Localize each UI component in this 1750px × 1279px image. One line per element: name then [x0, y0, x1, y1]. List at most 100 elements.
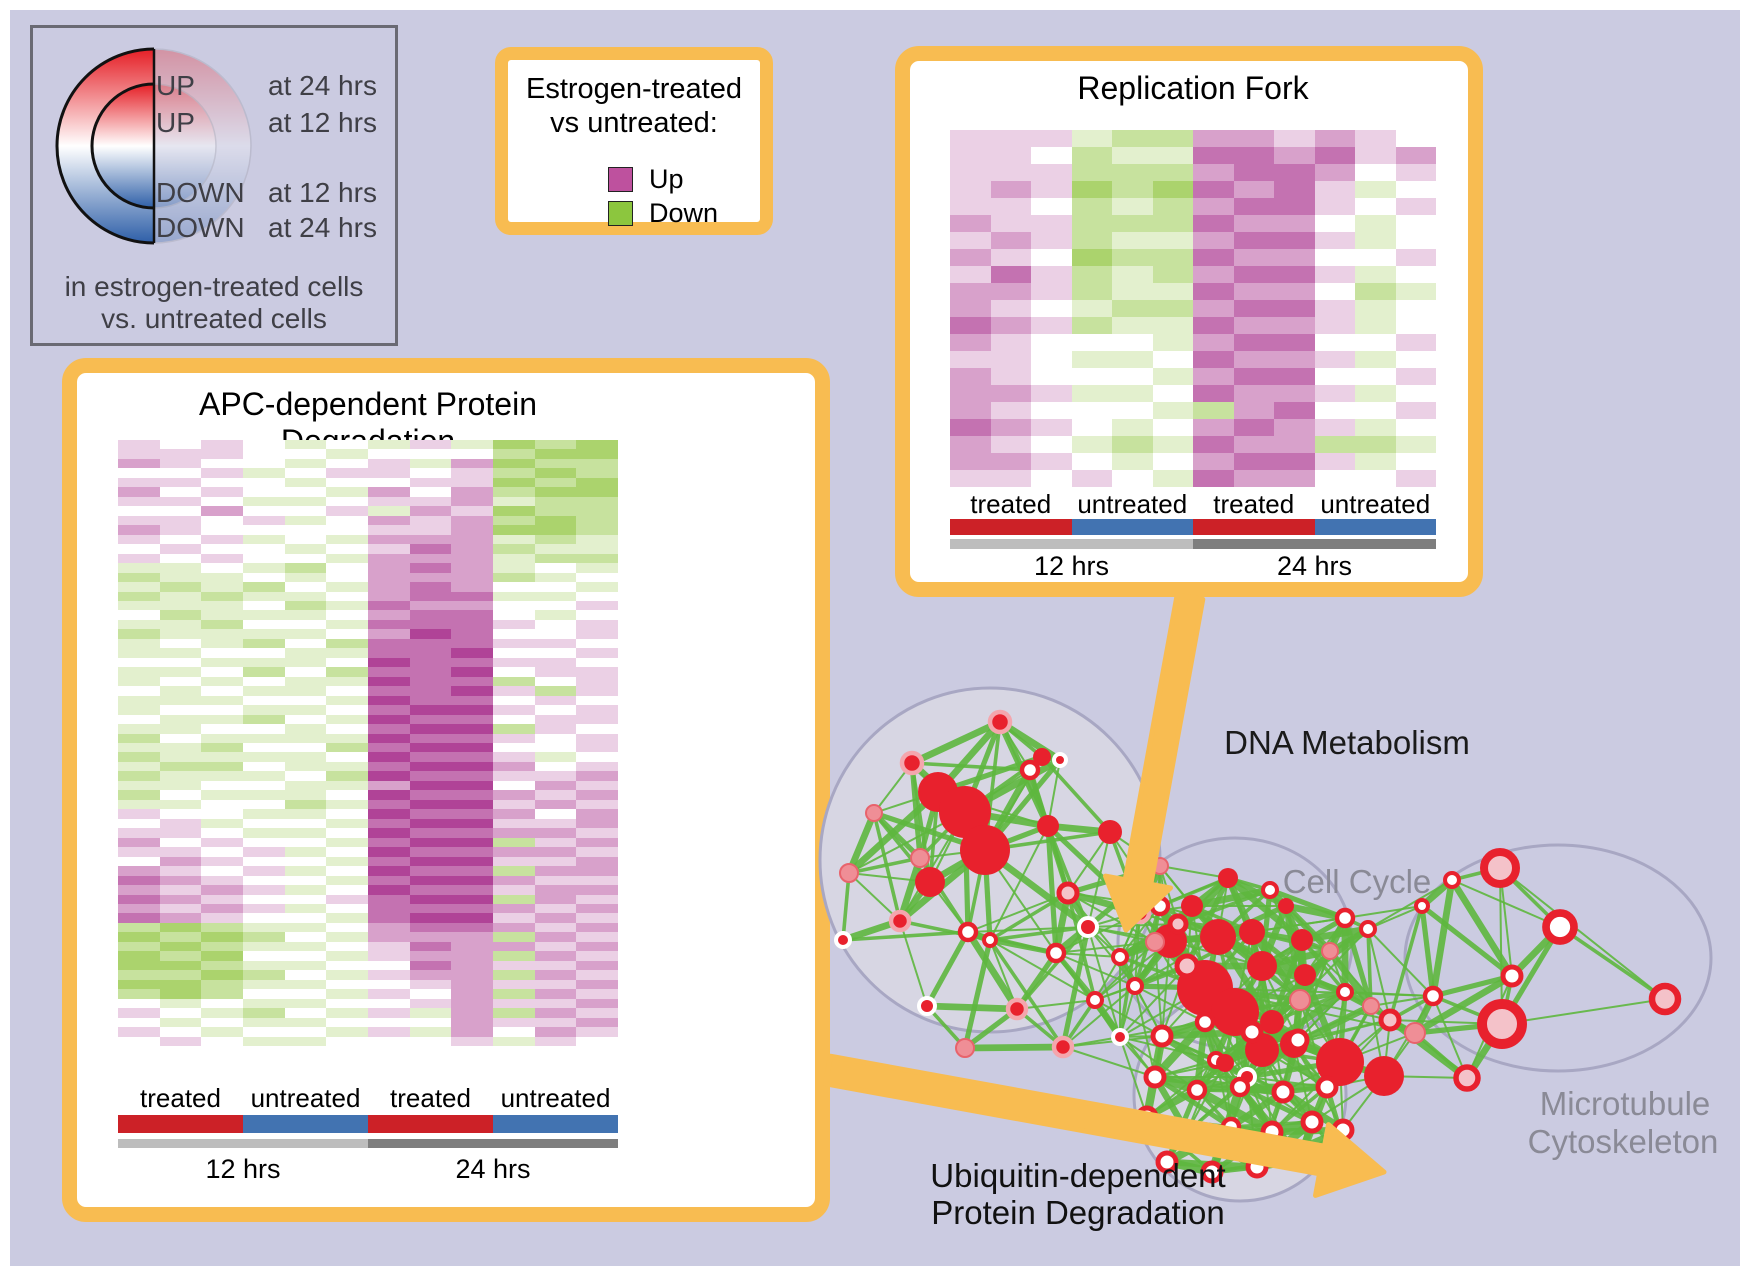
heatmap-cell	[284, 790, 327, 800]
heatmap-cell	[118, 648, 160, 658]
heatmap-cell	[534, 979, 577, 990]
heatmap-cell	[409, 885, 452, 895]
heatmap-cell	[326, 676, 368, 687]
heatmap-cell	[326, 591, 368, 601]
heatmap-cell	[1152, 215, 1193, 232]
heatmap-cell	[1395, 385, 1436, 402]
heatmap-cell	[201, 676, 243, 687]
heatmap-cell	[493, 885, 535, 895]
heatmap-cell	[326, 525, 368, 535]
heatmap-cell	[118, 856, 160, 867]
heatmap-cell	[201, 922, 243, 933]
heatmap-cell	[326, 941, 368, 952]
heatmap-cell	[243, 761, 285, 772]
heatmap-cell	[201, 837, 243, 848]
heatmap-cell	[368, 1017, 410, 1028]
heatmap-cell	[326, 600, 368, 611]
heatmap-cell	[576, 790, 618, 800]
heatmap-cell	[950, 266, 991, 283]
heatmap-cell	[1233, 215, 1274, 232]
heatmap-cell	[118, 771, 160, 781]
heatmap-cell	[990, 181, 1031, 198]
heatmap-cell	[1193, 385, 1234, 402]
heatmap-cell	[576, 610, 618, 620]
heatmap-cell	[201, 695, 243, 706]
heatmap-cell	[451, 818, 493, 829]
heatmap-cell	[243, 922, 285, 933]
heatmap-cell	[284, 733, 327, 743]
heatmap-cell	[534, 894, 577, 904]
heatmap-cell	[576, 866, 618, 876]
heatmap-cell	[1355, 368, 1396, 385]
rf-time-bars	[950, 539, 1436, 549]
heatmap-cell	[493, 667, 535, 677]
heatmap-cell	[534, 563, 577, 573]
heatmap-cell	[1314, 317, 1355, 334]
heatmap-cell	[284, 970, 327, 980]
heatmap-cell	[451, 856, 493, 867]
heatmap-cell	[284, 648, 327, 658]
heatmap-cell	[284, 657, 327, 668]
heatmap-cell	[493, 790, 535, 800]
heatmap-cell	[576, 970, 618, 980]
heatmap-cell	[243, 648, 285, 658]
heatmap-cell	[1112, 351, 1153, 368]
heatmap-cell	[326, 477, 368, 488]
heatmap-cell	[493, 875, 535, 886]
heatmap-cell	[159, 1008, 202, 1018]
heatmap-cell	[1193, 215, 1234, 232]
heatmap-cell	[1193, 317, 1234, 334]
heatmap-cell	[326, 932, 368, 942]
heatmap-cell	[409, 525, 452, 535]
heatmap-cell	[118, 496, 160, 507]
heatmap-cell	[1193, 436, 1234, 453]
heatmap-cell	[368, 809, 410, 819]
heatmap-cell	[284, 932, 327, 942]
heatmap-cell	[368, 818, 410, 829]
heatmap-cell	[368, 885, 410, 895]
heatmap-cell	[368, 837, 410, 848]
heatmap-cell	[493, 525, 535, 535]
heatmap-cell	[950, 436, 991, 453]
heatmap-cell	[1031, 147, 1072, 164]
heatmap-cell	[368, 648, 410, 658]
heatmap-cell	[1314, 215, 1355, 232]
heatmap-cell	[201, 657, 243, 668]
heatmap-cell	[201, 932, 243, 942]
heatmap-cell	[1274, 130, 1315, 147]
heatmap-cell	[493, 1017, 535, 1028]
heatmap-cell	[159, 638, 202, 649]
heatmap-cell	[451, 572, 493, 583]
heatmap-cell	[1355, 283, 1396, 300]
heatmap-cell	[493, 922, 535, 933]
heatmap-cell	[1233, 334, 1274, 351]
heatmap-cell	[1071, 300, 1112, 317]
heatmap-cell	[576, 856, 618, 867]
heatmap-cell	[1071, 249, 1112, 266]
heatmap-cell	[118, 553, 160, 564]
heatmap-cell	[576, 1036, 618, 1046]
heatmap-cell	[1314, 198, 1355, 215]
heatmap-cell	[118, 515, 160, 526]
heatmap-cell	[451, 875, 493, 886]
heatmap-cell	[1274, 249, 1315, 266]
heatmap-cell	[990, 351, 1031, 368]
heatmap-cell	[950, 181, 991, 198]
heatmap-cell	[409, 676, 452, 687]
heatmap-cell	[1395, 470, 1436, 487]
heatmap-cell	[1112, 334, 1153, 351]
heatmap-cell	[576, 761, 618, 772]
heatmap-cell	[118, 828, 160, 838]
heatmap-cell	[534, 790, 577, 800]
heatmap-cell	[576, 828, 618, 838]
heatmap-cell	[576, 534, 618, 545]
heatmap-cell	[451, 468, 493, 478]
heatmap-cell	[1314, 181, 1355, 198]
heatmap-cell	[1274, 283, 1315, 300]
heatmap-cell	[451, 903, 493, 914]
heatmap-cell	[1031, 232, 1072, 249]
heatmap-cell	[1071, 385, 1112, 402]
heatmap-cell	[493, 496, 535, 507]
heatmap-cell	[243, 809, 285, 819]
heatmap-cell	[576, 515, 618, 526]
